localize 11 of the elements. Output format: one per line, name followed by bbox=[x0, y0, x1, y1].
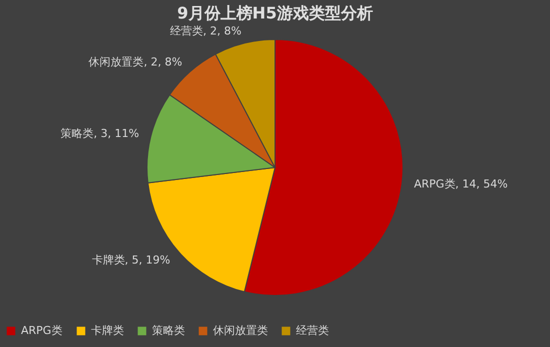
chart-title: 9月份上榜H5游戏类型分析 bbox=[177, 4, 373, 23]
legend-label: 策略类 bbox=[152, 324, 185, 337]
data-label: 经营类, 2, 8% bbox=[170, 24, 242, 38]
legend-label: 经营类 bbox=[296, 324, 329, 337]
data-label: ARPG类, 14, 54% bbox=[414, 177, 508, 190]
legend-label: ARPG类 bbox=[21, 324, 62, 337]
legend-label: 卡牌类 bbox=[91, 324, 124, 337]
data-label: 休闲放置类, 2, 8% bbox=[88, 56, 182, 69]
data-label: 卡牌类, 5, 19% bbox=[92, 253, 170, 266]
legend-label: 休闲放置类 bbox=[213, 324, 268, 337]
data-label: 策略类, 3, 11% bbox=[60, 126, 140, 140]
